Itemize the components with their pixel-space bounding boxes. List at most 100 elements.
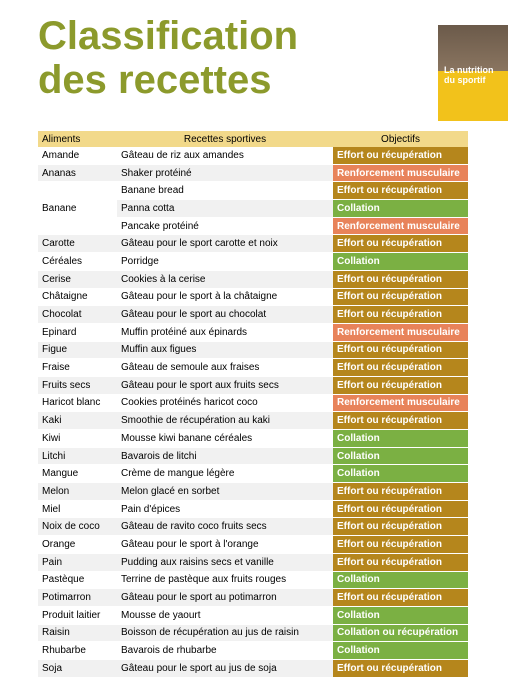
aliment-cell: Noix de coco (38, 517, 117, 537)
recette-cell: Pain d'épices (117, 500, 333, 519)
aliment-cell: Pastèque (38, 571, 117, 590)
title-line: Classification (38, 14, 299, 58)
objectif-cell: Collation (333, 571, 468, 590)
header-row: Aliments Recettes sportives Objectifs (38, 131, 468, 147)
recette-cell: Mousse de yaourt (117, 606, 333, 625)
aliment-cell: Raisin (38, 624, 117, 643)
aliment-cell: Fraise (38, 358, 117, 377)
aliment-cell: Orange (38, 535, 117, 554)
recette-cell: Bavarois de litchi (117, 447, 333, 466)
objectif-cell: Renforcement musculaire (333, 394, 468, 413)
table-row: Chocolat Gâteau pour le sport au chocolat… (38, 305, 468, 324)
table-row: Litchi Bavarois de litchi Collation (38, 447, 468, 466)
table-row: Ananas Shaker protéiné Renforcement muscul… (38, 164, 468, 183)
objectif-cell: Effort ou récupération (333, 234, 468, 254)
objectif-cell: Effort ou récupération (333, 270, 468, 289)
aliment-cell: Kaki (38, 411, 117, 430)
objectif-cell: Collation (333, 429, 468, 448)
table-row: Produit laitier Mousse de yaourt Collation (38, 606, 468, 625)
table-row: Carotte Gâteau pour le sport carotte et n… (38, 234, 468, 254)
objectif-cell: Effort ou récupération (333, 376, 468, 395)
aliment-cell: Banane (38, 181, 117, 236)
recette-cell: Terrine de pastèque aux fruits rouges (117, 571, 333, 590)
objectif-cell: Effort ou récupération (333, 305, 468, 324)
aliment-cell: Céréales (38, 252, 117, 271)
aliment-cell: Produit laitier (38, 606, 117, 625)
recette-cell: Banane bread (117, 181, 333, 201)
aliment-cell: Epinard (38, 323, 117, 342)
recette-cell: Gâteau pour le sport à l'orange (117, 535, 333, 554)
table-row: Figue Muffin aux figues Effort ou récupéra… (38, 341, 468, 360)
table-row: Amande Gâteau de riz aux amandes Effort ou… (38, 147, 468, 165)
table-row: Raisin Boisson de récupération au jus de … (38, 624, 468, 643)
recette-cell: Pancake protéiné (117, 217, 333, 236)
objectif-cell: Effort ou récupération (333, 482, 468, 501)
page: Classification des recettes La nutrition… (38, 14, 508, 678)
table-row: Rhubarbe Bavarois de rhubarbe Collation (38, 641, 468, 660)
title-line: des recettes (38, 58, 272, 102)
objectif-cell: Effort ou récupération (333, 288, 468, 307)
recette-cell: Gâteau pour le sport au potimarron (117, 588, 333, 607)
objectif-cell: Effort ou récupération (333, 411, 468, 430)
aliment-cell: Melon (38, 482, 117, 501)
aliment-cell: Potimarron (38, 588, 117, 607)
objectif-cell: Effort ou récupération (333, 517, 468, 537)
recette-cell: Gâteau pour le sport au jus de soja (117, 659, 333, 678)
aliment-cell: Litchi (38, 447, 117, 466)
recette-cell: Muffin protéiné aux épinards (117, 323, 333, 342)
table-row: Pain Pudding aux raisins secs et vanille E… (38, 553, 468, 572)
table-row: Noix de coco Gâteau de ravito coco fruits… (38, 517, 468, 537)
header-cell: Recettes sportives (117, 131, 333, 147)
recette-cell: Cookies à la cerise (117, 270, 333, 289)
table-row: Epinard Muffin protéiné aux épinards Renfo… (38, 323, 468, 342)
table-row: Haricot blanc Cookies protéinés haricot c… (38, 394, 468, 413)
objectif-cell: Effort ou récupération (333, 181, 468, 201)
aliment-cell: Figue (38, 341, 117, 360)
table-row: Soja Gâteau pour le sport au jus de soja E… (38, 659, 468, 678)
aliment-cell: Soja (38, 659, 117, 678)
objectif-cell: Effort ou récupération (333, 535, 468, 554)
recette-cell: Gâteau pour le sport à la châtaigne (117, 288, 333, 307)
aliment-cell: Cerise (38, 270, 117, 289)
recette-cell: Smoothie de récupération au kaki (117, 411, 333, 430)
objectif-cell: Collation ou récupération (333, 624, 468, 643)
recette-cell: Mousse kiwi banane céréales (117, 429, 333, 448)
aliment-cell: Chocolat (38, 305, 117, 324)
table-row: Orange Gâteau pour le sport à l'orange Eff… (38, 535, 468, 554)
table-row: Châtaigne Gâteau pour le sport à la châta… (38, 288, 468, 307)
recette-cell: Crème de mangue légère (117, 464, 333, 484)
aliment-cell: Carotte (38, 234, 117, 254)
recette-cell: Melon glacé en sorbet (117, 482, 333, 501)
recette-cell: Panna cotta (117, 199, 333, 218)
aliment-cell: Fruits secs (38, 376, 117, 395)
objectif-cell: Collation (333, 641, 468, 660)
aliment-cell: Rhubarbe (38, 641, 117, 660)
objectif-cell: Collation (333, 464, 468, 484)
aliment-cell: Miel (38, 500, 117, 519)
aliment-cell: Kiwi (38, 429, 117, 448)
objectif-cell: Collation (333, 606, 468, 625)
table-row: Banane Banane bread Effort ou récupération (38, 181, 468, 236)
aliment-cell: Ananas (38, 164, 117, 183)
recette-cell: Muffin aux figues (117, 341, 333, 360)
table-row: Pastèque Terrine de pastèque aux fruits r… (38, 571, 468, 590)
objectif-cell: Effort ou récupération (333, 500, 468, 519)
objectif-cell: Renforcement musculaire (333, 217, 468, 236)
table-row: Céréales Porridge Collation (38, 252, 468, 271)
table-row: Kaki Smoothie de récupération au kaki Effo… (38, 411, 468, 430)
aliment-cell: Mangue (38, 464, 117, 484)
objectif-cell: Effort ou récupération (333, 588, 468, 607)
book-cover: La nutrition du sportif (438, 25, 508, 121)
aliment-cell: Amande (38, 147, 117, 165)
objectif-cell: Effort ou récupération (333, 358, 468, 377)
recette-cell: Gâteau pour le sport carotte et noix (117, 234, 333, 254)
table-row: Mangue Crème de mangue légère Collation (38, 464, 468, 484)
objectif-cell: Collation (333, 252, 468, 271)
recette-cell: Porridge (117, 252, 333, 271)
recette-cell: Gâteau pour le sport au chocolat (117, 305, 333, 324)
title: Classification des recettes (38, 14, 298, 102)
table-row: Fraise Gâteau de semoule aux fraises Effor… (38, 358, 468, 377)
recette-cell: Shaker protéiné (117, 164, 333, 183)
recette-cell: Pudding aux raisins secs et vanille (117, 553, 333, 572)
recette-cell: Bavarois de rhubarbe (117, 641, 333, 660)
